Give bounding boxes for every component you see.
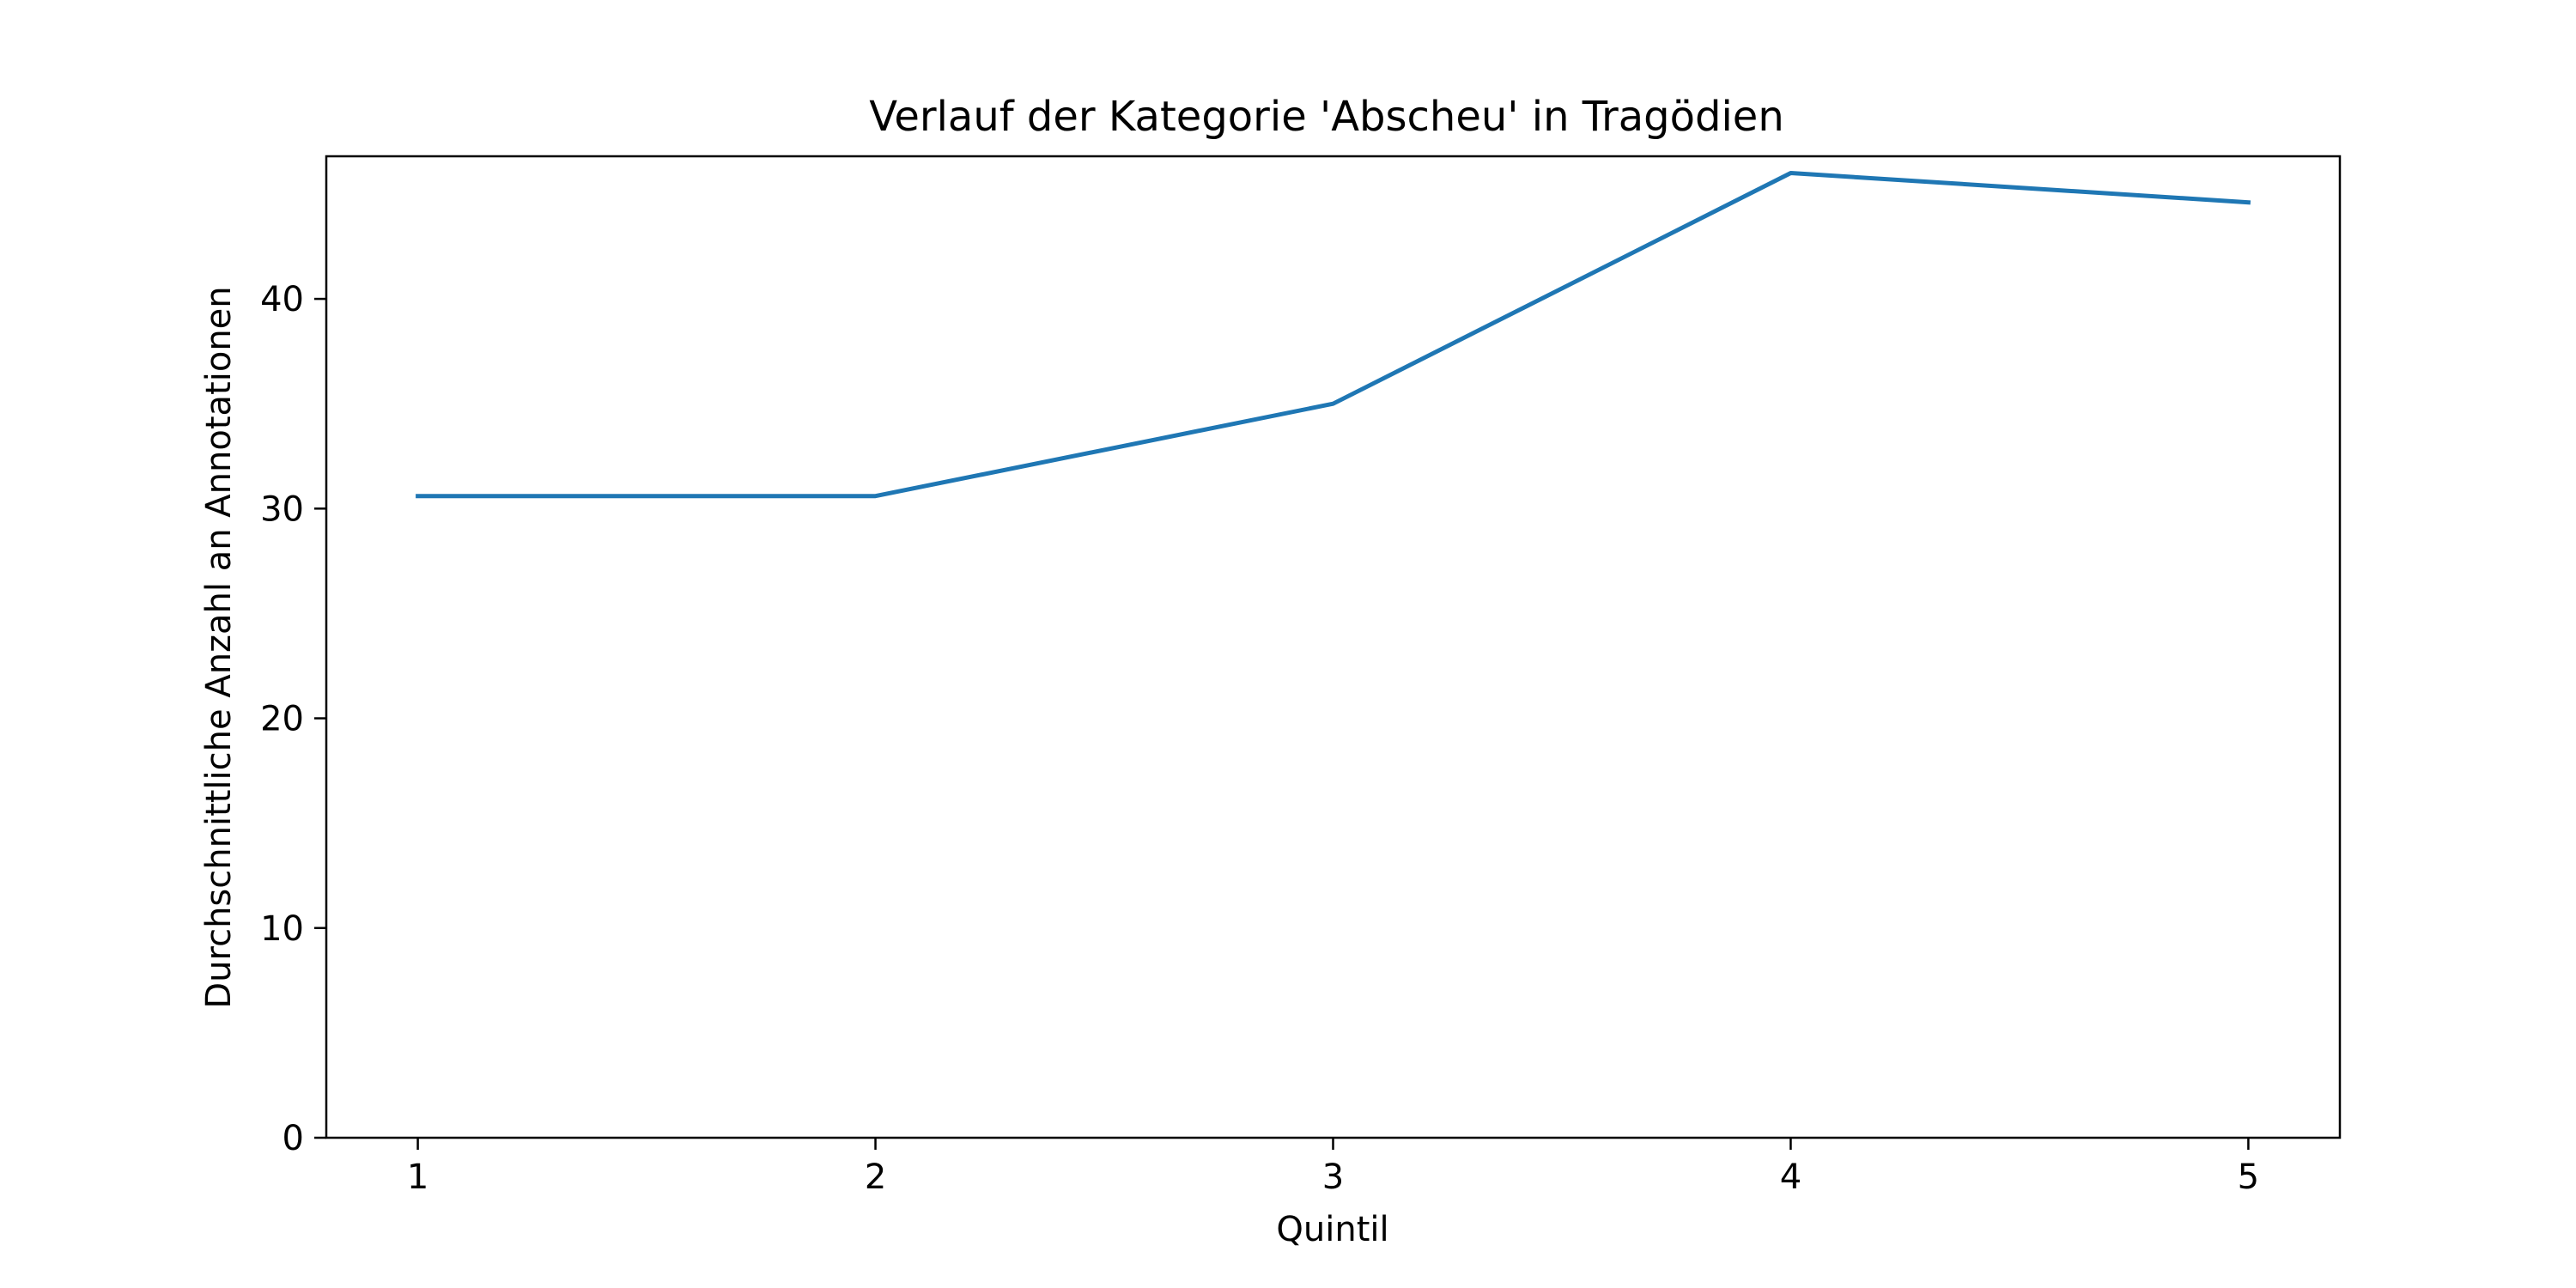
plot-area [416,171,2251,499]
x-axis-label: Quintil [1276,1210,1388,1249]
y-tick-label: 40 [260,280,304,319]
x-tick-label: 4 [1780,1157,1801,1197]
x-tick-label: 3 [1322,1157,1344,1197]
y-axis: 0 10 20 30 40 [260,280,326,1158]
chart-title: Verlauf der Kategorie 'Abscheu' in Tragö… [869,93,1784,141]
y-tick-label: 10 [260,909,304,949]
x-tick-label: 1 [407,1157,428,1197]
y-tick-label: 30 [260,489,304,529]
y-axis-label: Durchschnittliche Anzahl an Annotationen [199,286,239,1008]
x-tick-label: 2 [865,1157,886,1197]
series-line [416,171,2251,499]
y-tick-label: 20 [260,700,304,739]
plot-frame [325,155,2342,1139]
y-tick-label: 0 [283,1119,304,1158]
x-axis: 1 2 3 4 5 [407,1138,2259,1197]
x-tick-label: 5 [2238,1157,2259,1197]
